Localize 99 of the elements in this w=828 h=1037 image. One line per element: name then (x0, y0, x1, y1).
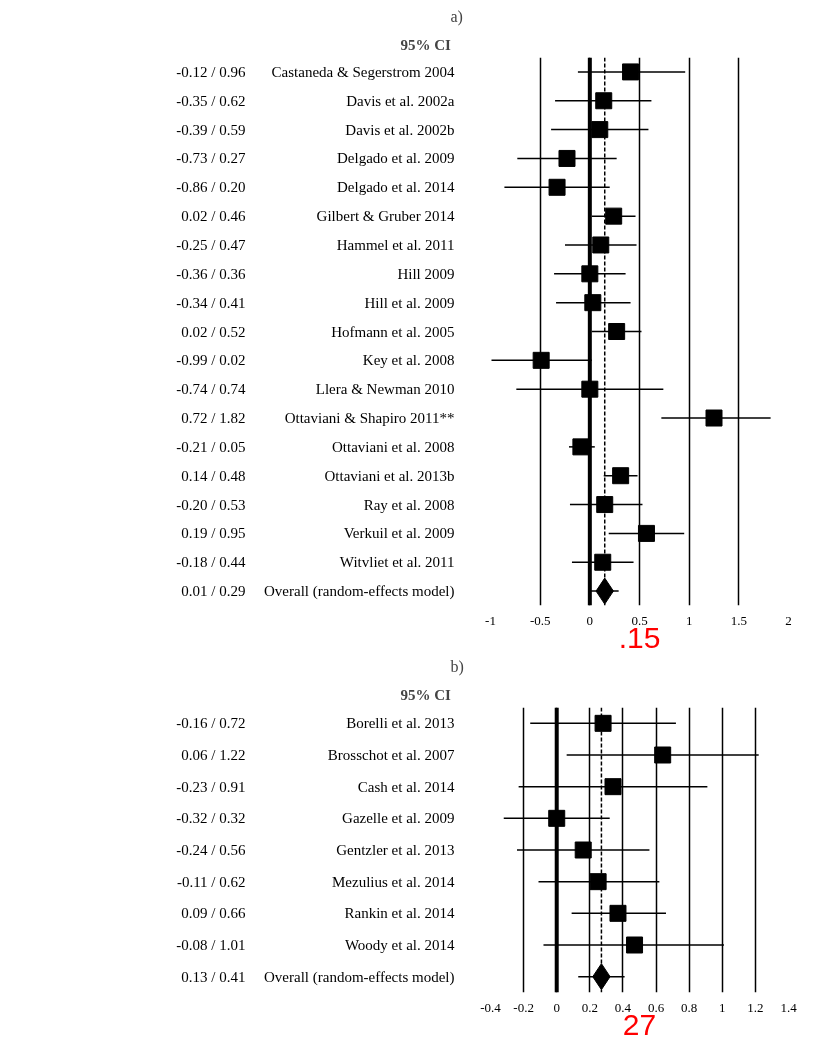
point (574, 841, 592, 859)
y-tick-label: Hammel et al. 2011 (336, 236, 455, 253)
y-tick-label: Llera & Newman 2010 (315, 381, 455, 398)
point (548, 178, 566, 196)
text: 0.02 / 0.46 (181, 208, 246, 225)
y-tick-label: Key et al. 2008 (362, 352, 455, 369)
y-tick-label: Castaneda & Segerstrom 2004 (271, 63, 455, 80)
text: 0.14 / 0.48 (181, 467, 246, 484)
text: 0.19 / 0.95 (181, 525, 246, 542)
point (654, 746, 672, 764)
y-tick-label: Overall (random-effects model) (264, 968, 455, 986)
point (609, 904, 627, 922)
point (612, 467, 630, 485)
x-tick-label: 2 (785, 612, 792, 628)
x-tick-label: 0.6 (647, 999, 665, 1015)
point (596, 496, 614, 514)
text: -0.11 / 0.62 (176, 873, 246, 890)
x-tick-label: 1.4 (780, 999, 798, 1015)
point (572, 438, 590, 456)
x-tick-label: 1 (719, 999, 726, 1015)
y-tick-label: Mezulius et al. 2014 (332, 873, 455, 890)
x-tick-label: 0 (553, 999, 560, 1015)
x-tick-label: 0.2 (581, 999, 598, 1015)
text: -0.16 / 0.72 (176, 715, 246, 732)
y-tick-label: Davis et al. 2002a (346, 92, 455, 109)
text: 0.02 / 0.52 (181, 323, 246, 340)
chart-subtitle: 95% CI (400, 686, 452, 703)
text: -0.36 / 0.36 (176, 265, 246, 282)
y-tick-label: Hill et al. 2009 (364, 294, 455, 311)
y-tick-label: Ottaviani et al. 2008 (332, 438, 455, 455)
x-tick-label: -0.5 (529, 612, 551, 628)
x-tick-label: 0.8 (681, 999, 698, 1015)
y-tick-label: Verkuil et al. 2009 (343, 525, 455, 542)
point (637, 524, 655, 542)
text: 0.13 / 0.41 (181, 968, 246, 985)
point (591, 121, 609, 139)
text: -0.21 / 0.05 (176, 438, 246, 455)
point (608, 323, 626, 340)
text: -0.73 / 0.27 (176, 150, 246, 167)
y-tick-label: Ray et al. 2008 (363, 496, 455, 513)
point (626, 936, 644, 954)
text: 0.01 / 0.29 (181, 583, 246, 600)
x-tick-label: -0.4 (480, 999, 502, 1015)
y-tick-label: Hofmann et al. 2005 (331, 323, 455, 340)
text: -0.32 / 0.32 (176, 810, 246, 827)
y-tick-label: Overall (random-effects model) (264, 583, 455, 601)
y-tick-label: Hill 2009 (397, 265, 455, 282)
point (532, 351, 550, 369)
y-tick-label: Cash et al. 2014 (357, 778, 455, 795)
x-tick-label: 0.4 (614, 999, 632, 1015)
y-tick-label: Gazelle et al. 2009 (342, 810, 455, 827)
y-tick-label: Woody et al. 2014 (344, 937, 455, 953)
point (594, 553, 612, 571)
x-tick-label: 0.5 (631, 612, 648, 628)
point (558, 149, 576, 167)
x-tick-label: -1 (485, 612, 496, 628)
text: -0.86 / 0.20 (176, 179, 246, 196)
text: -0.23 / 0.91 (176, 778, 246, 795)
point (595, 92, 613, 110)
y-tick-label: Rankin et al. 2014 (344, 905, 455, 922)
x-tick-label: 1 (685, 612, 693, 628)
text: -0.20 / 0.53 (176, 496, 246, 513)
text: -0.35 / 0.62 (176, 92, 246, 109)
text: -0.24 / 0.56 (176, 842, 246, 858)
text: -0.34 / 0.41 (176, 294, 246, 311)
text: 0.72 / 1.82 (181, 410, 246, 427)
y-tick-label: Borelli et al. 2013 (346, 715, 455, 732)
point (594, 714, 612, 732)
text: -0.12 / 0.96 (176, 63, 246, 80)
point (589, 873, 607, 891)
y-tick-label: Ottaviani et al. 2013b (324, 467, 455, 484)
text: -0.74 / 0.74 (176, 381, 246, 398)
y-tick-label: Gentzler et al. 2013 (336, 842, 455, 858)
text: -0.18 / 0.44 (176, 554, 246, 571)
y-tick-label: Delgado et al. 2009 (337, 150, 455, 167)
text: -0.25 / 0.47 (176, 236, 246, 253)
point (622, 63, 640, 81)
x-tick-label: 1.5 (730, 612, 747, 628)
text: -0.08 / 1.01 (176, 937, 246, 953)
chart-title: b) (450, 657, 464, 676)
x-tick-label: 0 (586, 612, 594, 628)
point (705, 409, 723, 427)
text: 0.09 / 0.66 (181, 905, 246, 922)
y-tick-label: Ottaviani & Shapiro 2011** (284, 410, 455, 427)
y-tick-label: Davis et al. 2002b (345, 121, 455, 138)
y-tick-label: Gilbert & Gruber 2014 (316, 208, 455, 225)
point (592, 236, 610, 254)
text: -0.99 / 0.02 (176, 352, 246, 369)
chart-title: a) (450, 7, 463, 26)
point (605, 207, 623, 225)
x-tick-label: -0.2 (513, 999, 534, 1015)
y-tick-label: Witvliet et al. 2011 (339, 554, 455, 571)
y-tick-label: Brosschot et al. 2007 (327, 747, 455, 763)
text: -0.39 / 0.59 (176, 121, 246, 138)
y-tick-label: Delgado et al. 2014 (337, 179, 455, 196)
x-tick-label: 1.2 (747, 999, 764, 1015)
text: 0.06 / 1.22 (181, 747, 246, 763)
chart-subtitle: 95% CI (400, 36, 452, 53)
point (604, 778, 622, 796)
